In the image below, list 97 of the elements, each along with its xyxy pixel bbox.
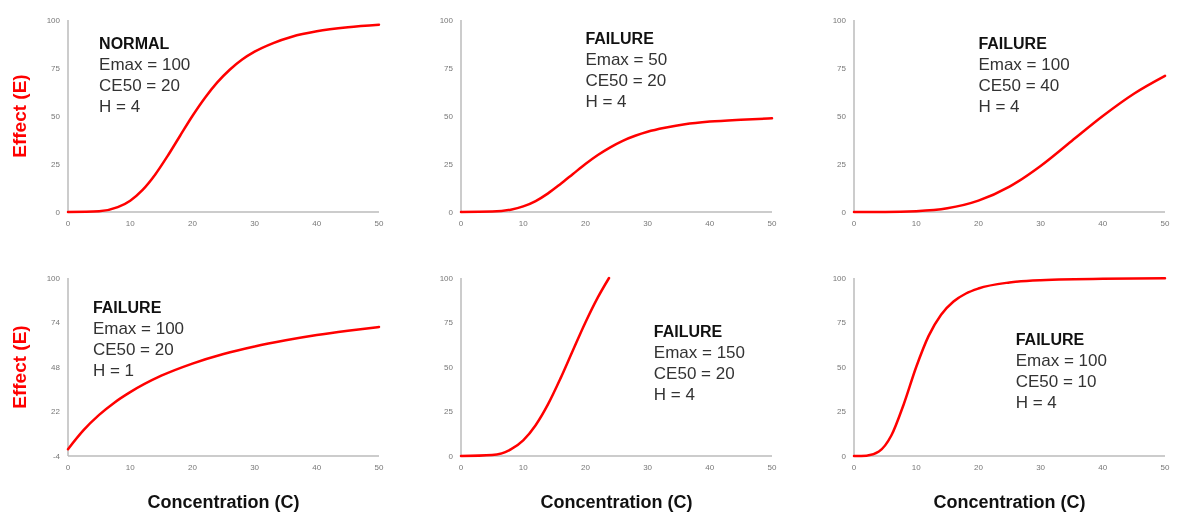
y-axis-title: Effect (E) xyxy=(9,325,30,409)
y-tick-label: 100 xyxy=(832,273,847,283)
annotation: FAILURE xyxy=(978,35,1048,53)
x-tick-label: 40 xyxy=(1098,463,1108,472)
y-tick-label: 74 xyxy=(51,318,61,328)
x-tick-label: 10 xyxy=(125,463,136,472)
annotation: CE50 = 10 xyxy=(1015,372,1097,392)
y-tick-label: 0 xyxy=(55,207,61,217)
annotation: CE50 = 20 xyxy=(585,70,667,90)
x-tick-label: 20 xyxy=(580,463,591,472)
x-tick-label: 20 xyxy=(187,219,198,228)
y-tick-label: 22 xyxy=(51,407,61,417)
annotation: H = 4 xyxy=(99,97,141,117)
x-axis-title: Concentration (C) xyxy=(540,492,693,512)
annotation: CE50 = 20 xyxy=(653,363,735,383)
y-axis-title: Effect (E) xyxy=(9,74,30,158)
y-tick-label: 75 xyxy=(444,318,454,328)
x-tick-label: 10 xyxy=(911,219,922,228)
annotation: Emax = 50 xyxy=(585,49,668,69)
annotation: Emax = 100 xyxy=(99,55,191,75)
x-tick-label: 0 xyxy=(851,463,857,472)
x-tick-label: 50 xyxy=(767,463,777,472)
x-tick-label: 30 xyxy=(643,463,653,472)
x-tick-label: 50 xyxy=(374,219,384,228)
annotation: Emax = 100 xyxy=(1015,351,1107,371)
annotation: H = 4 xyxy=(585,91,627,111)
x-tick-label: 20 xyxy=(973,463,984,472)
x-tick-label: 0 xyxy=(458,463,464,472)
annotation: Emax = 150 xyxy=(653,342,746,362)
annotation: CE50 = 20 xyxy=(99,76,180,96)
x-tick-label: 50 xyxy=(1160,219,1170,228)
y-tick-label: 0 xyxy=(841,451,847,461)
y-tick-label: 25 xyxy=(837,407,847,417)
x-tick-label: 10 xyxy=(125,219,136,228)
line-series xyxy=(852,277,1167,458)
annotation: FAILURE xyxy=(92,299,162,317)
x-tick-label: 10 xyxy=(911,463,922,472)
y-tick-label: 25 xyxy=(444,407,454,417)
x-tick-label: 40 xyxy=(705,463,715,472)
x-tick-label: 50 xyxy=(767,219,777,228)
y-tick-label: 75 xyxy=(837,63,847,73)
line-series xyxy=(66,23,381,214)
x-tick-label: 0 xyxy=(851,219,857,228)
x-tick-label: 0 xyxy=(65,219,71,228)
x-tick-label: 20 xyxy=(580,219,591,228)
y-tick-label: 50 xyxy=(444,111,454,121)
y-tick-label: 50 xyxy=(444,362,454,372)
x-tick-label: 10 xyxy=(518,463,529,472)
x-tick-label: 40 xyxy=(312,219,322,228)
y-tick-label: 100 xyxy=(439,15,454,25)
y-tick-label: 75 xyxy=(444,63,454,73)
x-tick-label: 30 xyxy=(1036,463,1046,472)
x-tick-label: 30 xyxy=(250,463,260,472)
x-axis-title: Concentration (C) xyxy=(933,492,1086,512)
x-axis-title: Concentration (C) xyxy=(147,492,300,512)
annotation: H = 4 xyxy=(1015,393,1057,413)
y-tick-label: 100 xyxy=(439,273,454,283)
x-tick-label: 30 xyxy=(1036,219,1046,228)
y-tick-label: 100 xyxy=(46,273,61,283)
annotation: FAILURE xyxy=(585,29,655,47)
annotation: H = 4 xyxy=(978,97,1020,117)
y-tick-label: 50 xyxy=(837,362,847,372)
x-tick-label: 0 xyxy=(65,463,71,472)
x-tick-label: 40 xyxy=(705,219,715,228)
y-tick-label: 50 xyxy=(51,111,61,121)
x-tick-label: 0 xyxy=(458,219,464,228)
x-tick-label: 10 xyxy=(518,219,529,228)
annotation: FAILURE xyxy=(653,322,723,340)
y-tick-label: 48 xyxy=(51,362,61,372)
y-tick-label: 50 xyxy=(837,111,847,121)
y-tick-label: 0 xyxy=(448,207,454,217)
y-tick-label: 25 xyxy=(444,159,454,169)
x-tick-label: 40 xyxy=(1098,219,1108,228)
annotation: CE50 = 20 xyxy=(92,340,174,360)
y-tick-label: 100 xyxy=(832,15,847,25)
y-tick-label: 0 xyxy=(448,451,454,461)
y-tick-label: 0 xyxy=(841,207,847,217)
x-tick-label: 30 xyxy=(643,219,653,228)
annotation: Emax = 100 xyxy=(92,319,185,339)
y-tick-label: 75 xyxy=(837,318,847,328)
x-tick-label: 40 xyxy=(312,463,322,472)
annotation: FAILURE xyxy=(1015,331,1085,349)
x-tick-label: 20 xyxy=(187,463,198,472)
y-tick-label: 100 xyxy=(46,15,61,25)
y-tick-label: 25 xyxy=(51,159,61,169)
annotation: H = 4 xyxy=(653,384,695,404)
annotation: NORMAL xyxy=(99,35,170,53)
annotation: Emax = 100 xyxy=(978,55,1070,75)
annotation: CE50 = 40 xyxy=(978,76,1060,96)
y-tick-label: 75 xyxy=(51,63,61,73)
x-tick-label: 50 xyxy=(1160,463,1170,472)
y-tick-label: 25 xyxy=(837,159,847,169)
x-tick-label: 50 xyxy=(374,463,384,472)
x-tick-label: 20 xyxy=(973,219,984,228)
annotation: H = 1 xyxy=(92,361,134,381)
x-tick-label: 30 xyxy=(250,219,260,228)
y-tick-label: -4 xyxy=(52,451,61,461)
